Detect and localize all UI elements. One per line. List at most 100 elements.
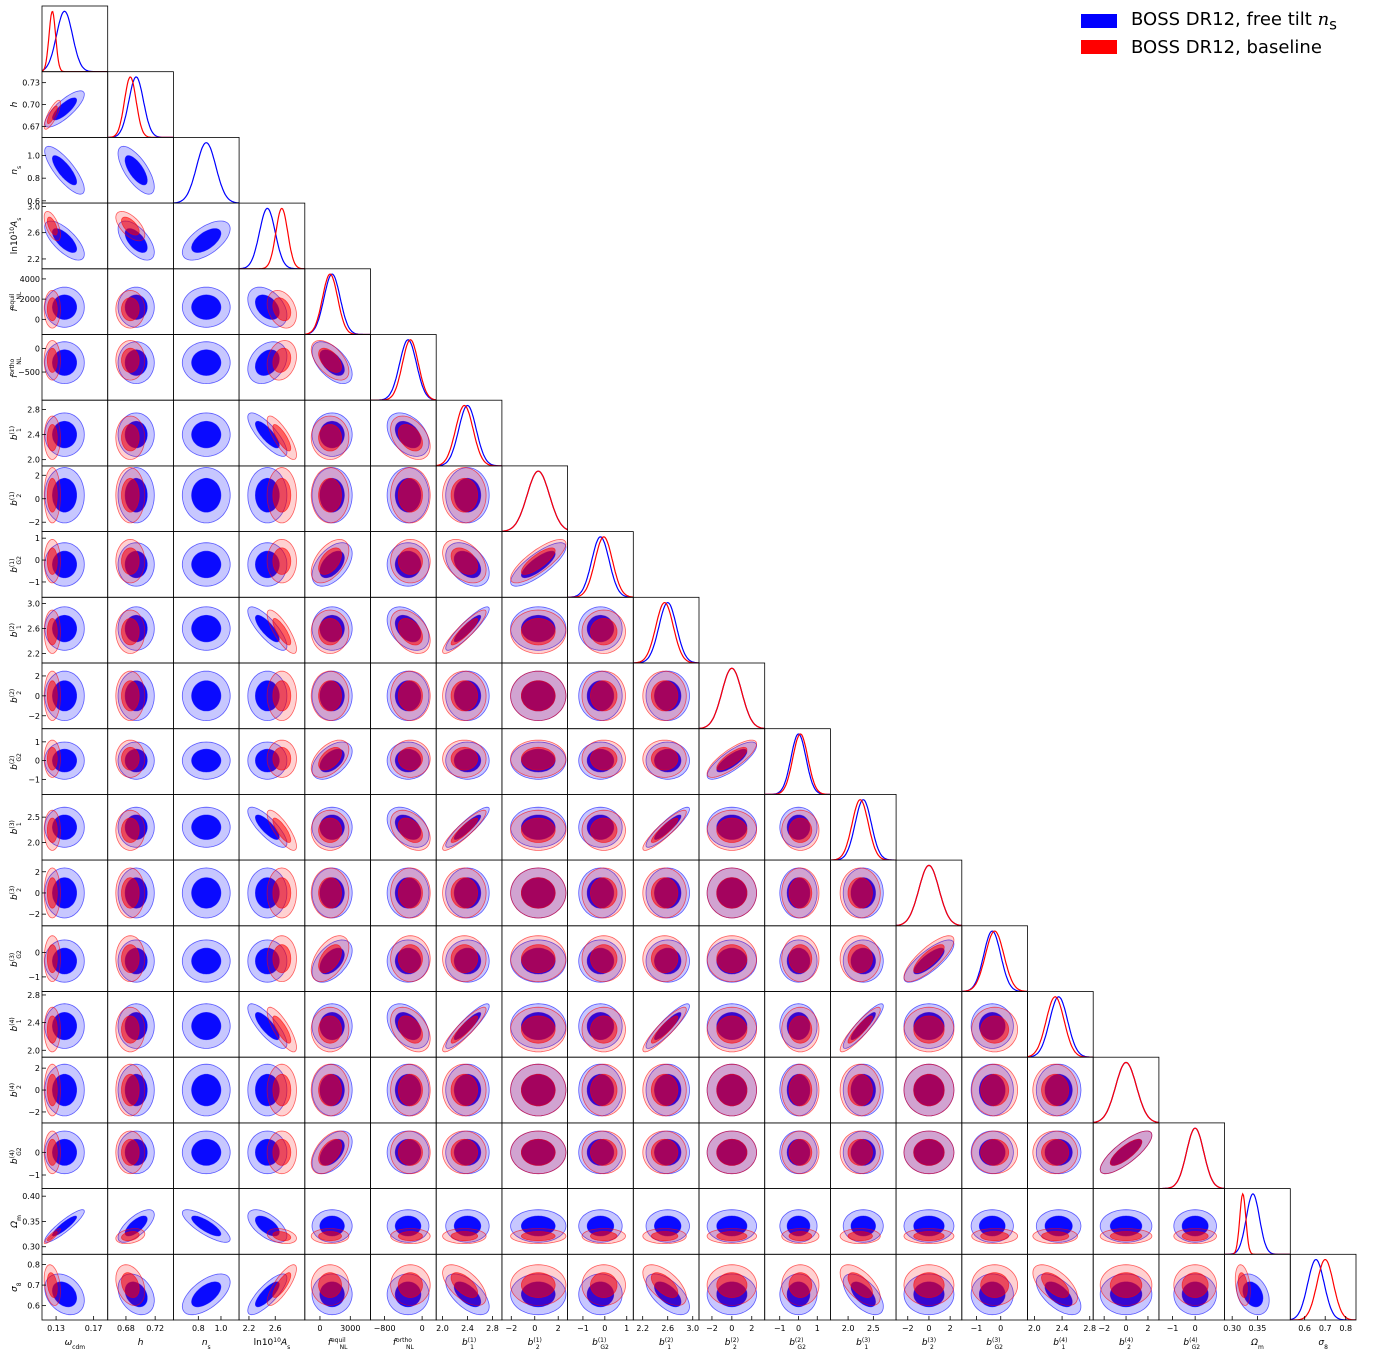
y-tick-label: 0.40 bbox=[22, 1192, 40, 1201]
y-axis-label: b(3)G2 bbox=[9, 950, 23, 967]
joint-panel bbox=[310, 1209, 353, 1244]
x-tick-label: 0 bbox=[1124, 1324, 1129, 1333]
y-axis-label: ns bbox=[10, 166, 23, 175]
baseline-contour-68 bbox=[1237, 1272, 1248, 1299]
baseline-contour-68 bbox=[788, 1272, 813, 1299]
baseline-contour-68 bbox=[650, 1138, 679, 1166]
baseline-contour-68 bbox=[318, 424, 343, 452]
y-tick-label: 2.8 bbox=[27, 991, 40, 1000]
y-tick-label: 0.30 bbox=[22, 1243, 40, 1252]
x-tick-label: 2 bbox=[749, 1324, 754, 1333]
x-tick-label: 0.6 bbox=[1298, 1324, 1311, 1333]
baseline-contour-68 bbox=[272, 347, 292, 373]
marginal-panel bbox=[633, 601, 699, 663]
joint-panel bbox=[247, 1063, 297, 1117]
x-axis-label: b(2) 1 bbox=[659, 1337, 673, 1351]
baseline-contour-68 bbox=[716, 1272, 748, 1299]
joint-panel bbox=[181, 467, 231, 524]
baseline-contour-68 bbox=[272, 547, 292, 575]
y-tick-label: 2000 bbox=[20, 295, 40, 304]
baseline-contour-68 bbox=[980, 1073, 1010, 1107]
joint-panel bbox=[642, 806, 690, 851]
marginal-panel bbox=[42, 10, 108, 72]
joint-panel bbox=[310, 467, 353, 524]
panel-frame bbox=[1027, 991, 1094, 1058]
x-axis-label: ns bbox=[202, 1338, 211, 1351]
x-axis-label: b(4) G2 bbox=[1183, 1337, 1200, 1351]
x-tick-label: −1 bbox=[577, 1324, 589, 1333]
panel-frame bbox=[435, 399, 503, 467]
marginal-curve-baseline bbox=[436, 404, 502, 466]
panel-frame bbox=[172, 136, 240, 204]
joint-panel bbox=[510, 867, 567, 919]
joint-panel bbox=[839, 935, 884, 983]
baseline-contour-68 bbox=[589, 1138, 618, 1166]
joint-panel bbox=[43, 210, 85, 261]
baseline-contour-68 bbox=[397, 1073, 423, 1107]
joint-panel bbox=[779, 806, 820, 851]
panel-frame bbox=[1224, 1188, 1291, 1255]
y-tick-label: 2.8 bbox=[27, 406, 40, 415]
free-tilt-contour-68 bbox=[191, 877, 222, 909]
x-tick-label: 0 bbox=[796, 1324, 801, 1333]
baseline-contour-68 bbox=[272, 297, 292, 322]
baseline-contour-68 bbox=[589, 1231, 618, 1242]
y-tick-label: 0 bbox=[35, 1148, 40, 1157]
baseline-contour-68 bbox=[716, 1138, 748, 1166]
x-tick-label: 2 bbox=[1145, 1324, 1150, 1333]
baseline-contour-68 bbox=[450, 1073, 479, 1107]
joint-panel bbox=[903, 1130, 955, 1175]
joint-panel bbox=[181, 606, 231, 651]
joint-panel bbox=[181, 741, 231, 780]
baseline-contour-68 bbox=[397, 424, 423, 452]
marginal-curve-free-tilt bbox=[830, 799, 897, 861]
joint-panel bbox=[1173, 1264, 1217, 1316]
joint-panel bbox=[706, 867, 758, 919]
joint-panel bbox=[706, 1264, 758, 1316]
joint-panel bbox=[779, 1063, 820, 1117]
baseline-contour-68 bbox=[1109, 1138, 1143, 1166]
baseline-contour-68 bbox=[397, 1015, 423, 1044]
y-tick-label: 0 bbox=[35, 1086, 40, 1095]
free-tilt-contour-68 bbox=[191, 420, 222, 449]
free-tilt-contour-68 bbox=[191, 294, 222, 320]
joint-panel bbox=[706, 739, 758, 780]
y-tick-label: 2 bbox=[35, 672, 40, 681]
x-axis-label: b(4) 2 bbox=[1119, 1337, 1133, 1351]
y-tick-label: 0 bbox=[35, 345, 40, 354]
baseline-contour-68 bbox=[716, 1231, 748, 1242]
legend-swatch-blue bbox=[1081, 14, 1118, 28]
marginal-curve-free-tilt bbox=[1224, 1193, 1291, 1255]
joint-panel bbox=[510, 1264, 567, 1316]
baseline-contour-68 bbox=[1181, 1231, 1209, 1242]
baseline-contour-68 bbox=[318, 747, 343, 771]
joint-panel bbox=[442, 1264, 490, 1316]
baseline-contour-68 bbox=[1109, 1231, 1143, 1242]
y-tick-label: 0.73 bbox=[22, 79, 40, 88]
marginal-curve-baseline bbox=[1093, 1061, 1159, 1123]
marginal-curve-free-tilt bbox=[764, 733, 831, 795]
baseline-contour-68 bbox=[913, 1231, 945, 1242]
x-tick-label: 0.72 bbox=[146, 1324, 164, 1333]
joint-panel bbox=[1032, 1063, 1082, 1117]
baseline-contour-68 bbox=[272, 1231, 292, 1242]
baseline-contour-68 bbox=[121, 347, 140, 373]
x-axis-label: b(1) 1 bbox=[462, 1337, 476, 1351]
y-tick-label: 2 bbox=[35, 1064, 40, 1073]
joint-panel bbox=[903, 1003, 955, 1053]
joint-panel bbox=[181, 412, 231, 457]
x-axis-label: fequil NL bbox=[328, 1337, 348, 1351]
baseline-contour-68 bbox=[650, 746, 679, 771]
joint-panel bbox=[115, 739, 155, 780]
baseline-contour-68 bbox=[650, 1015, 679, 1044]
y-tick-label: −1 bbox=[28, 973, 40, 982]
joint-panel bbox=[442, 739, 490, 780]
free-tilt-contour-68 bbox=[191, 947, 222, 975]
joint-panel bbox=[642, 1130, 690, 1175]
free-tilt-contour-68 bbox=[191, 349, 222, 376]
x-tick-label: 2 bbox=[948, 1324, 953, 1333]
baseline-contour-68 bbox=[121, 424, 140, 452]
baseline-contour-68 bbox=[980, 1231, 1010, 1242]
y-tick-label: 0 bbox=[35, 692, 40, 701]
baseline-contour-68 bbox=[450, 617, 479, 646]
